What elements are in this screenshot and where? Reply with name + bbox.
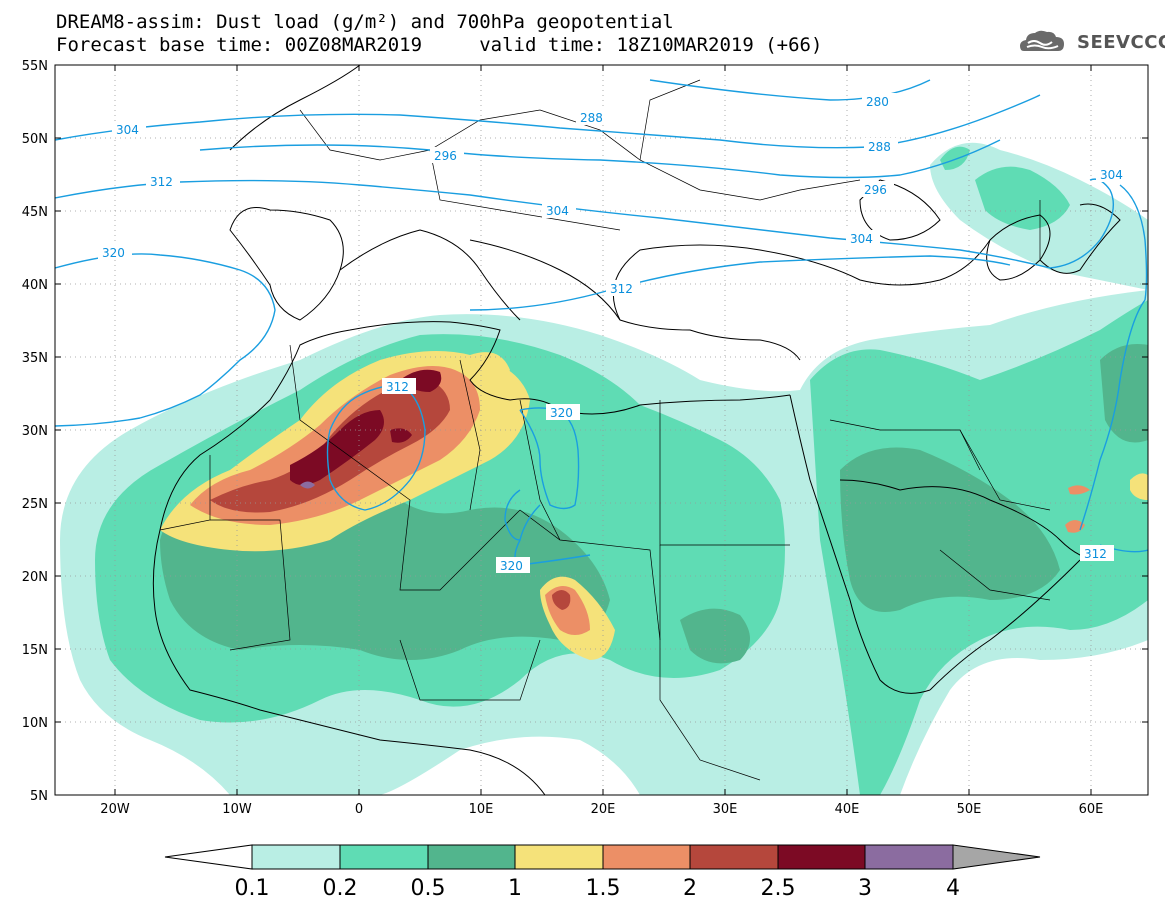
coastlines (152, 65, 1121, 795)
colorbar-label-0.2: 0.2 (323, 876, 358, 901)
colorbar-bin-2-2.5 (689, 844, 779, 870)
contour-label-312-arabia: 312 (1084, 547, 1107, 561)
lon-label-40e: 40E (835, 802, 860, 817)
logo-text: SEEVCCC (1077, 32, 1165, 53)
contour-label-288-north: 288 (580, 111, 603, 125)
cloud-logo-icon (1020, 30, 1064, 51)
colorbar-label-4: 4 (946, 876, 960, 901)
contour-label-304-east: 304 (850, 232, 873, 246)
colorbar-lower-arrow (164, 844, 253, 870)
colorbar-label-1.5: 1.5 (586, 876, 621, 901)
colorbar-bin-0.5-1 (427, 844, 516, 870)
contour-label-312-greece: 312 (610, 282, 633, 296)
lat-label-40n: 40N (22, 278, 48, 293)
map-title-line1: DREAM8-assim: Dust load (g/m²) and 700hP… (56, 11, 674, 33)
lon-label-10e: 10E (469, 802, 494, 817)
colorbar-label-3: 3 (858, 876, 872, 901)
lon-label-10w: 10W (222, 802, 252, 817)
contour-label-296-east: 296 (864, 183, 887, 197)
colorbar-upper-arrow (952, 844, 1041, 870)
colorbar-bin-2.5-3 (777, 844, 866, 870)
colorbar-bin-1-1.5 (514, 844, 604, 870)
colorbar-label-2.5: 2.5 (761, 876, 796, 901)
colorbar-label-0.5: 0.5 (411, 876, 446, 901)
geopotential-contours (55, 79, 1148, 566)
contour-label-304-west: 304 (116, 123, 139, 137)
contour-label-320-chad: 320 (500, 559, 523, 573)
lat-label-50n: 50N (22, 132, 48, 147)
lat-label-10n: 10N (22, 716, 48, 731)
contour-label-312-west: 312 (150, 175, 173, 189)
contour-label-312-sahara: 312 (386, 380, 409, 394)
contour-labels: 304 312 320 288 296 280 288 296 304 304 … (98, 93, 1130, 573)
lat-label-15n: 15N (22, 643, 48, 658)
map-plot-area: 304 312 320 288 296 280 288 296 304 304 … (55, 65, 1148, 795)
lat-label-30n: 30N (22, 424, 48, 439)
contour-label-320-libya: 320 (550, 406, 573, 420)
map-title-line2: Forecast base time: 00Z08MAR2019 valid t… (56, 34, 823, 56)
longitude-axis: 20W 10W 0 10E 20E 30E 40E 50E 60E (100, 65, 1103, 817)
lon-label-20w: 20W (100, 802, 130, 817)
colorbar-bin-0.2-0.5 (339, 844, 429, 870)
lon-label-20e: 20E (591, 802, 616, 817)
colorbar-bin-0.1-0.2 (251, 844, 341, 870)
lon-label-30e: 30E (713, 802, 738, 817)
graticule (55, 65, 1148, 795)
colorbar-label-2: 2 (683, 876, 697, 901)
lat-label-35n: 35N (22, 351, 48, 366)
dust-field-4 (300, 481, 315, 489)
contour-label-304-caspian: 304 (1100, 168, 1123, 182)
contour-label-280: 280 (866, 95, 889, 109)
colorbar-labels: 0.1 0.2 0.5 1 1.5 2 2.5 3 4 (235, 876, 961, 901)
contour-label-288-east: 288 (868, 140, 891, 154)
latitude-axis: 55N 50N 45N 40N 35N 30N 25N 20N 15N 10N … (22, 59, 1148, 804)
lon-label-0: 0 (355, 802, 363, 817)
colorbar-bin-1.5-2 (602, 844, 691, 870)
contour-label-320-west: 320 (102, 246, 125, 260)
lat-label-20n: 20N (22, 570, 48, 585)
lat-label-45n: 45N (22, 205, 48, 220)
lat-label-5n: 5N (30, 789, 48, 804)
contour-label-304-central: 304 (546, 204, 569, 218)
lat-label-25n: 25N (22, 497, 48, 512)
colorbar-label-1: 1 (508, 876, 522, 901)
colorbar-bin-3-4 (864, 844, 954, 870)
contour-label-296-north: 296 (434, 149, 457, 163)
lon-label-60e: 60E (1079, 802, 1104, 817)
colorbar (164, 844, 1041, 870)
lat-label-55n: 55N (22, 59, 48, 74)
colorbar-label-0.1: 0.1 (235, 876, 270, 901)
lon-label-50e: 50E (957, 802, 982, 817)
